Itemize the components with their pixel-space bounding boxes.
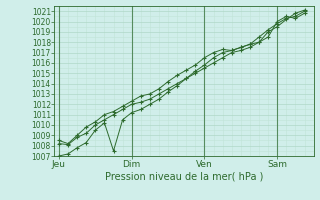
X-axis label: Pression niveau de la mer( hPa ): Pression niveau de la mer( hPa ) <box>105 172 263 182</box>
